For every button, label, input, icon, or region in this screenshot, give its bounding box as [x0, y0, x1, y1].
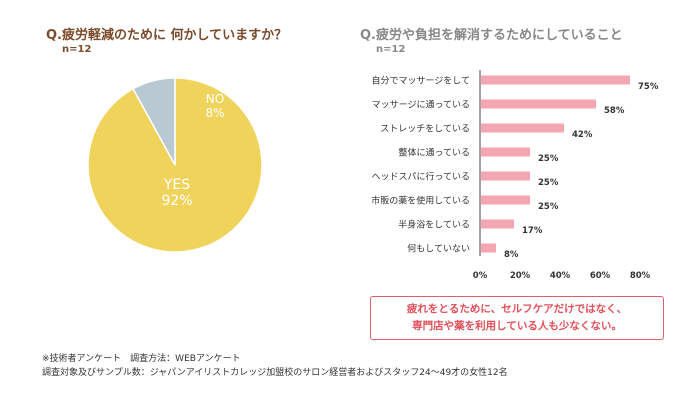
pie-slice-no [132, 77, 176, 166]
pie-sample-size: n=12 [62, 44, 92, 55]
bar [481, 99, 596, 109]
bar [481, 171, 530, 181]
pie-value-yes: 92% [161, 193, 192, 209]
bar [481, 195, 530, 205]
bar [481, 243, 496, 253]
bar-value-label: 25% [538, 154, 559, 164]
bar-category-label: 何もしていない [407, 243, 470, 255]
bar-category-label: ヘッドスパに行っている [371, 171, 470, 183]
x-tick-label: 60% [590, 271, 611, 281]
x-tick-label: 20% [510, 271, 531, 281]
bar-category-label: ストレッチをしている [380, 124, 470, 135]
pie-question-title: Q.疲労軽減のために 何かしていますか？ [46, 28, 288, 43]
x-tick-label: 0% [473, 271, 488, 281]
bar-category-label: マッサージに通っている [372, 100, 470, 111]
bar [481, 147, 530, 157]
x-tick-label: 40% [550, 271, 571, 281]
bar-value-label: 25% [538, 178, 559, 188]
bar [481, 75, 630, 85]
footnote-sample: 調査対象及びサンプル数：ジャパンアイリストカレッジ加盟校のサロン経営者およびスタ… [42, 368, 508, 378]
bar-category-label: 自分でマッサージをして [371, 75, 470, 87]
footnote-method: ※技術者アンケート 調査方法：WEBアンケート [42, 354, 241, 364]
bar-value-label: 17% [522, 226, 543, 236]
x-tick-label: 80% [630, 271, 651, 281]
pie-label-no: NO [206, 92, 224, 106]
bar-sample-size: n=12 [376, 44, 406, 55]
bar [481, 219, 514, 229]
bar-category-label: 市販の薬を使用している [371, 195, 470, 207]
callout-line-1: 疲れをとるために、セルフケアだけではなく、 [406, 303, 628, 315]
summary-callout: 疲れをとるために、セルフケアだけではなく、 専門店や薬を利用している人も少なくな… [370, 296, 664, 340]
pie-value-no: 8% [205, 106, 224, 120]
bar-question-title: Q.疲労や負担を解消するためにしていること [360, 28, 623, 43]
bar-value-label: 58% [604, 106, 625, 116]
bar-category-label: 整体に通っている [398, 147, 470, 159]
bar-value-label: 42% [572, 130, 593, 140]
bar-value-label: 25% [538, 202, 559, 212]
bar-category-label: 半身浴をしている [398, 219, 470, 231]
bar-value-label: 75% [638, 82, 659, 92]
bar [481, 123, 564, 133]
pie-label-yes: YES [163, 177, 190, 193]
bar-value-label: 8% [504, 250, 519, 260]
callout-line-2: 専門店や薬を利用している人も少なくない。 [412, 320, 622, 332]
bar-chart: 自分でマッサージをして 75% マッサージに通っている 58% ストレッチをしている 42… [371, 70, 659, 281]
